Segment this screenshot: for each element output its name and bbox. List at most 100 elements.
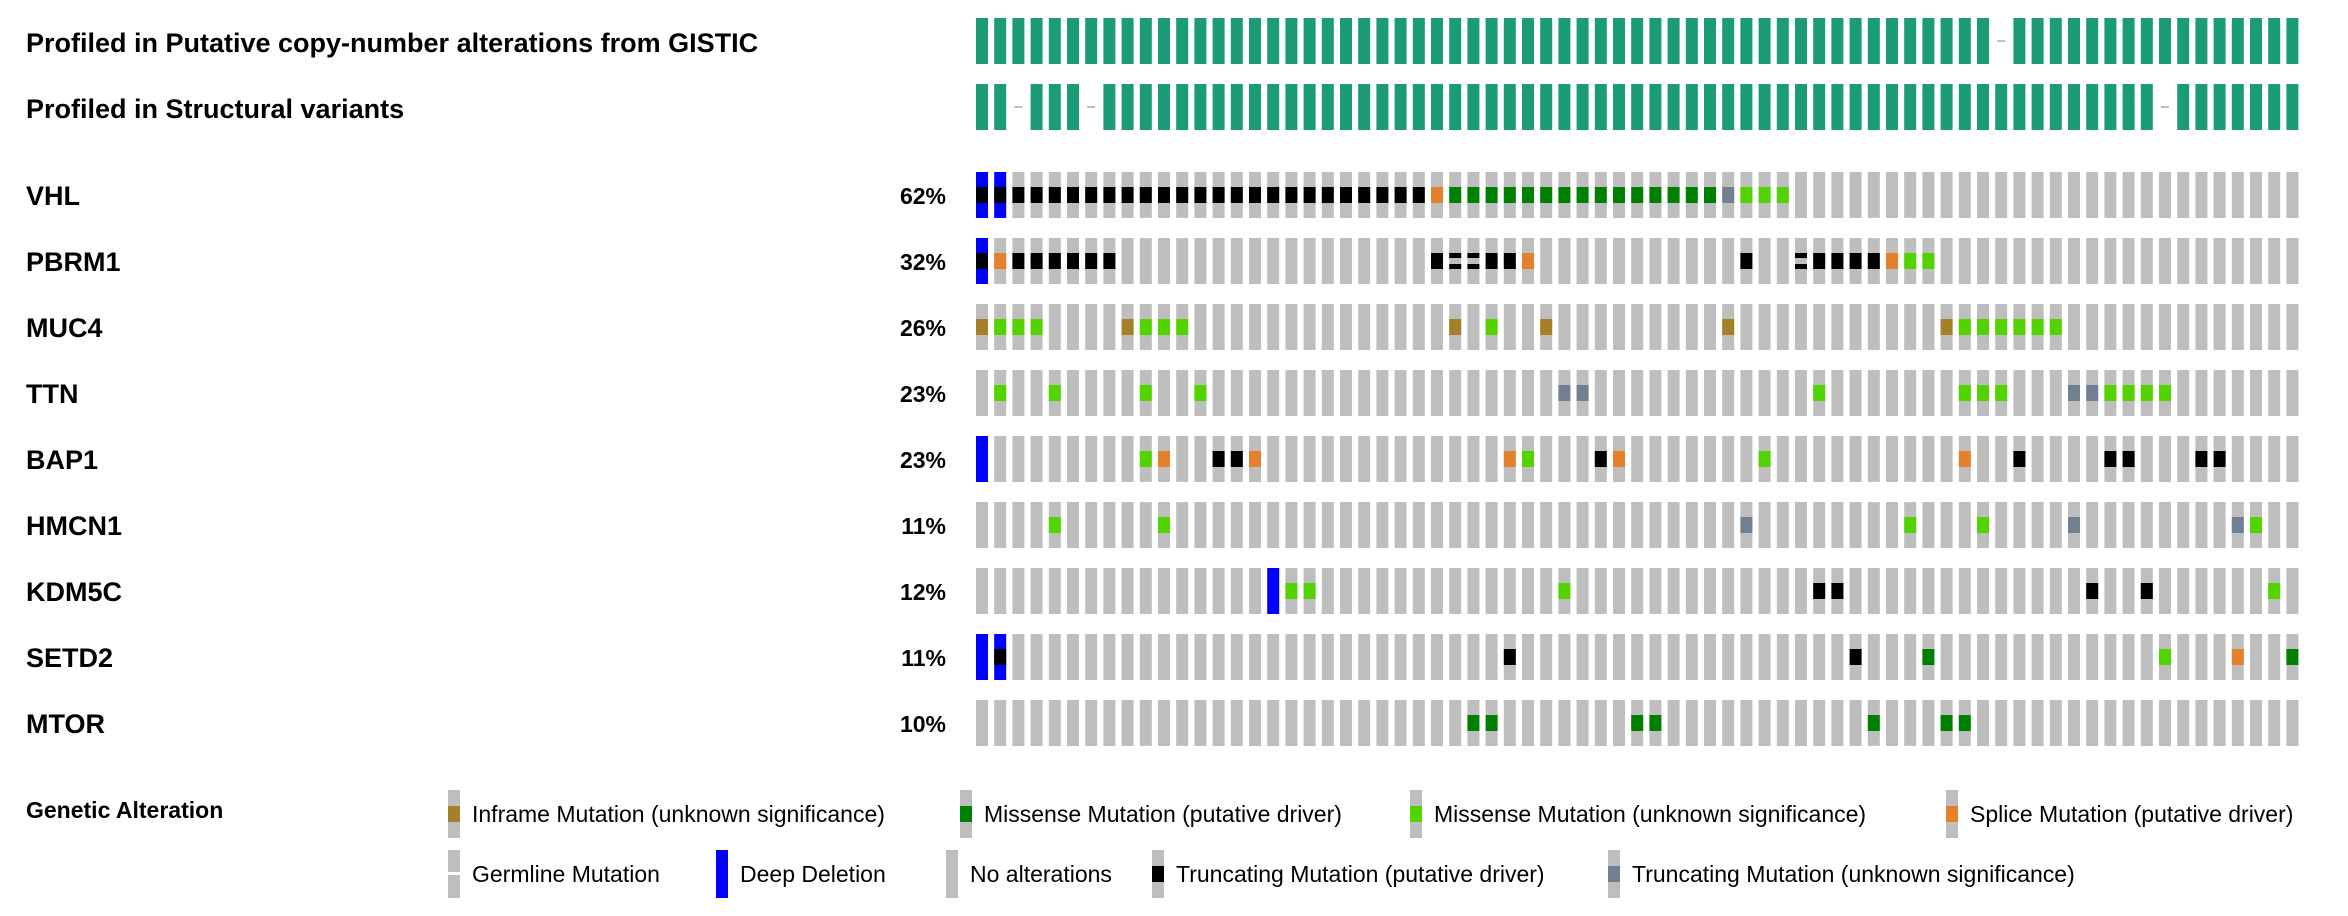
- mutation-mark-trunc[interactable]: [1740, 253, 1753, 269]
- sample-cell[interactable]: [2250, 634, 2262, 680]
- sample-cell[interactable]: [1067, 634, 1079, 680]
- sample-cell[interactable]: [1158, 370, 1170, 416]
- mutation-mark-miss_drv[interactable]: [1667, 187, 1680, 203]
- profiled-cell[interactable]: [1139, 84, 1152, 130]
- sample-cell[interactable]: [1558, 436, 1571, 482]
- sample-cell[interactable]: [1558, 634, 1571, 680]
- sample-cell[interactable]: [976, 370, 988, 416]
- sample-cell[interactable]: [2031, 634, 2044, 680]
- sample-cell[interactable]: [1067, 568, 1079, 614]
- sample-cell[interactable]: [2268, 634, 2281, 680]
- sample-cell[interactable]: [1795, 568, 1807, 614]
- sample-cell[interactable]: [1685, 700, 1698, 746]
- profiled-cell[interactable]: [2250, 84, 2262, 130]
- mutation-mark-trunc[interactable]: [1085, 187, 1098, 203]
- profiled-cell[interactable]: [1449, 84, 1462, 130]
- sample-cell[interactable]: [2122, 568, 2135, 614]
- profiled-cell[interactable]: [1776, 18, 1789, 64]
- sample-cell[interactable]: [2013, 700, 2026, 746]
- sample-cell[interactable]: [1394, 304, 1407, 350]
- sample-cell[interactable]: [2250, 172, 2262, 218]
- sample-cell[interactable]: [1722, 238, 1735, 284]
- sample-cell[interactable]: [1431, 370, 1443, 416]
- mutation-mark-miss_unk[interactable]: [1813, 385, 1826, 401]
- mutation-mark-miss_unk[interactable]: [2140, 385, 2153, 401]
- sample-cell[interactable]: [1012, 370, 1025, 416]
- sample-cell[interactable]: [1139, 568, 1152, 614]
- sample-cell[interactable]: [1285, 304, 1298, 350]
- sample-cell[interactable]: [1103, 436, 1116, 482]
- sample-cell[interactable]: [1795, 304, 1807, 350]
- profiled-cell[interactable]: [1267, 18, 1280, 64]
- mutation-mark-miss_drv[interactable]: [1649, 187, 1662, 203]
- sample-cell[interactable]: [1412, 568, 1425, 614]
- mutation-mark-miss_drv[interactable]: [1922, 649, 1935, 665]
- sample-cell[interactable]: [1376, 502, 1389, 548]
- sample-cell[interactable]: [1285, 436, 1298, 482]
- profiled-cell[interactable]: [1249, 84, 1261, 130]
- profiled-cell[interactable]: [1303, 84, 1316, 130]
- sample-cell[interactable]: [1813, 502, 1826, 548]
- sample-cell[interactable]: [1904, 700, 1917, 746]
- sample-cell[interactable]: [1303, 700, 1316, 746]
- sample-cell[interactable]: [1212, 304, 1225, 350]
- mutation-mark-trunc[interactable]: [1376, 187, 1389, 203]
- mutation-mark-miss_unk[interactable]: [1285, 583, 1298, 599]
- sample-cell[interactable]: [1813, 172, 1826, 218]
- profiled-cell[interactable]: [1613, 18, 1625, 64]
- sample-cell[interactable]: [1303, 502, 1316, 548]
- sample-cell[interactable]: [1158, 238, 1170, 284]
- mutation-mark-trunc[interactable]: [1249, 187, 1261, 203]
- sample-cell[interactable]: [1394, 238, 1407, 284]
- sample-cell[interactable]: [2195, 238, 2208, 284]
- mutation-mark-trunc[interactable]: [1085, 253, 1098, 269]
- sample-cell[interactable]: [1194, 436, 1207, 482]
- sample-cell[interactable]: [1194, 238, 1207, 284]
- profiled-cell[interactable]: [1485, 18, 1498, 64]
- sample-cell[interactable]: [1449, 238, 1462, 284]
- sample-cell[interactable]: [1267, 304, 1280, 350]
- sample-cell[interactable]: [994, 700, 1007, 746]
- sample-cell[interactable]: [1540, 436, 1553, 482]
- truncating-driver-mark[interactable]: [1795, 253, 1807, 258]
- sample-cell[interactable]: [2177, 304, 2190, 350]
- profiled-cell[interactable]: [2268, 84, 2281, 130]
- sample-cell[interactable]: [2013, 634, 2026, 680]
- mutation-mark-trunc[interactable]: [2086, 583, 2099, 599]
- sample-cell[interactable]: [1576, 436, 1589, 482]
- mutation-mark-miss_unk[interactable]: [1158, 517, 1170, 533]
- sample-cell[interactable]: [1922, 502, 1935, 548]
- mutation-mark-trunc[interactable]: [1321, 187, 1334, 203]
- mutation-mark-trunc[interactable]: [1048, 187, 1061, 203]
- profiled-cell[interactable]: [1576, 84, 1589, 130]
- sample-cell[interactable]: [1667, 634, 1680, 680]
- profiled-cell[interactable]: [1030, 84, 1043, 130]
- sample-cell[interactable]: [1358, 370, 1371, 416]
- sample-cell[interactable]: [2231, 436, 2244, 482]
- sample-cell[interactable]: [1649, 238, 1662, 284]
- sample-cell[interactable]: [1995, 502, 2008, 548]
- mutation-mark-miss_unk[interactable]: [1995, 385, 2008, 401]
- sample-cell[interactable]: [1867, 436, 1880, 482]
- sample-cell[interactable]: [1831, 634, 1844, 680]
- sample-cell[interactable]: [1249, 634, 1261, 680]
- not-profiled-cell[interactable]: [1087, 106, 1096, 108]
- gene-label-muc4[interactable]: MUC4: [26, 313, 103, 343]
- sample-cell[interactable]: [1704, 304, 1716, 350]
- sample-cell[interactable]: [2231, 238, 2244, 284]
- sample-cell[interactable]: [1449, 634, 1462, 680]
- sample-cell[interactable]: [1394, 700, 1407, 746]
- sample-cell[interactable]: [1103, 700, 1116, 746]
- sample-cell[interactable]: [1158, 634, 1170, 680]
- mutation-mark-trunc_unk[interactable]: [2086, 385, 2099, 401]
- sample-cell[interactable]: [1485, 634, 1498, 680]
- sample-cell[interactable]: [2086, 172, 2099, 218]
- mutation-mark-trunc[interactable]: [1139, 187, 1152, 203]
- profiled-cell[interactable]: [1922, 84, 1935, 130]
- sample-cell[interactable]: [1267, 634, 1280, 680]
- profiled-cell[interactable]: [1649, 84, 1662, 130]
- mutation-mark-miss_drv[interactable]: [1594, 187, 1607, 203]
- sample-cell[interactable]: [2049, 436, 2062, 482]
- sample-cell[interactable]: [2231, 370, 2244, 416]
- profiled-cell[interactable]: [2049, 84, 2062, 130]
